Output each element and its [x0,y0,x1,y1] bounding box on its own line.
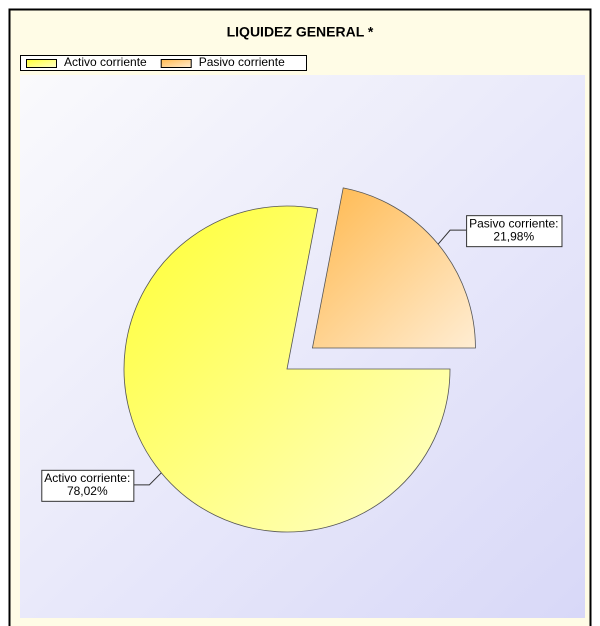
data-label-box [41,469,135,502]
chart-title: LIQUIDEZ GENERAL * [227,24,374,40]
legend-swatch [160,59,192,68]
legend-label: Pasivo corriente [199,55,285,69]
data-label-value: 21,98% [493,229,534,243]
leader-line [437,229,467,245]
data-label-value: 78,02% [67,484,108,498]
legend-swatch [26,59,57,68]
data-label-name: Pasivo corriente: [469,216,558,230]
pie-slice [311,187,476,349]
plot-area [20,75,585,618]
leader-line [133,472,162,486]
data-label-box [466,215,563,248]
data-label-name: Activo corriente: [44,471,130,485]
legend-label: Activo corriente [64,55,147,69]
